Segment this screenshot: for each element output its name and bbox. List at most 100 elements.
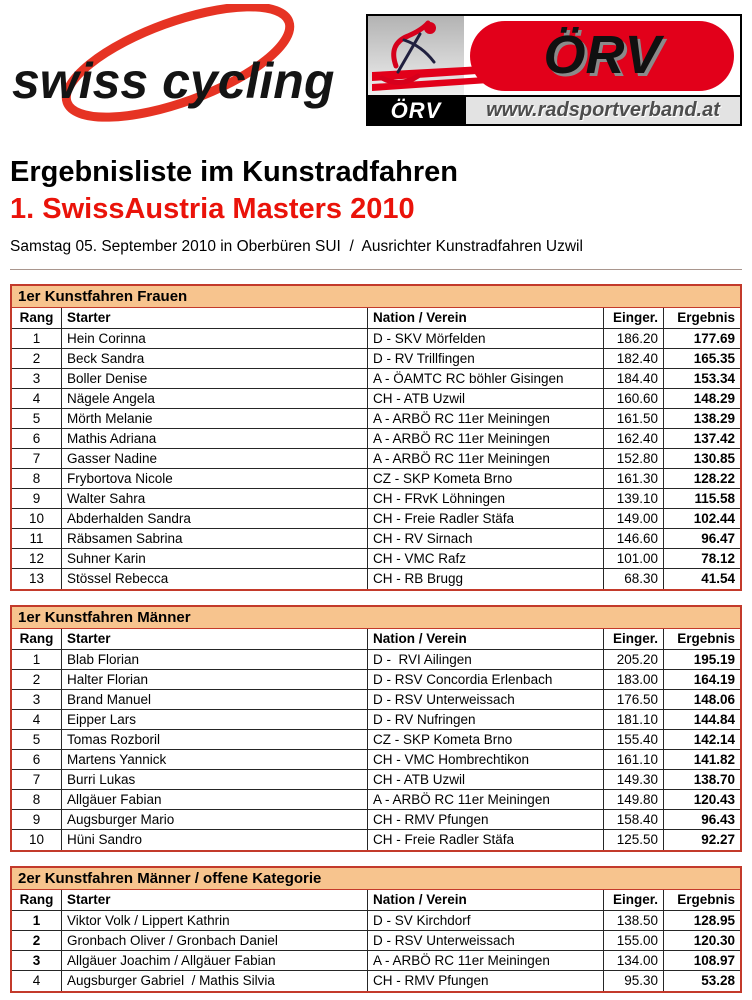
cell-rang: 6 (12, 750, 62, 769)
cell-ergebnis: 138.29 (693, 411, 735, 426)
cell-rang: 3 (12, 690, 62, 709)
orv-wordmark-shadow: ÖRV (546, 28, 667, 88)
table-row: 8 Frybortova Nicole CZ - SKP Kometa Brno 16… (12, 469, 740, 489)
cell-ergebnis: 128.22 (693, 471, 735, 486)
table-row: 5 Tomas Rozboril CZ - SKP Kometa Brno 155.4… (12, 730, 740, 750)
cell-rang: 9 (12, 810, 62, 829)
cell-ergebnis: 141.82 (693, 752, 735, 767)
cell-verein: D - RSV Unterweissach (368, 690, 604, 709)
orv-wordmark: ÖRV (543, 25, 664, 85)
cell-verein: A - ARBÖ RC 11er Meiningen (368, 449, 604, 468)
cell-rang: 13 (12, 569, 62, 589)
cell-verein: D - RSV Unterweissach (368, 931, 604, 950)
cell-ergebnis: 78.12 (701, 551, 735, 566)
column-header-starter: Starter (62, 308, 368, 328)
cell-verein: CH - RMV Pfungen (368, 971, 604, 991)
cell-starter: Suhner Karin (62, 549, 368, 568)
column-header-rang: Rang (12, 308, 62, 328)
orv-acronym-text: ÖRV (390, 97, 442, 123)
table-header-row: Rang Starter Nation / Verein Einger. Ergebni… (12, 629, 740, 650)
table-title: 1er Kunstfahren Männer (12, 607, 740, 629)
cell-ergebnis: 130.85 (693, 451, 735, 466)
cell-einger: 184.40 (604, 369, 664, 388)
table-row: 4 Eipper Lars D - RV Nufringen 181.10 144.84 (12, 710, 740, 730)
cell-starter: Tomas Rozboril (62, 730, 368, 749)
column-header-ergebnis: Ergebnis (677, 892, 735, 907)
cell-starter: Abderhalden Sandra (62, 509, 368, 528)
cell-starter: Martens Yannick (62, 750, 368, 769)
column-header-starter: Starter (62, 629, 368, 649)
cell-verein: CH - VMC Hombrechtikon (368, 750, 604, 769)
column-header-starter: Starter (62, 890, 368, 910)
cell-einger: 183.00 (604, 670, 664, 689)
cell-einger: 138.50 (604, 911, 664, 930)
cell-einger: 205.20 (604, 650, 664, 669)
cell-starter: Viktor Volk / Lippert Kathrin (62, 911, 368, 930)
cell-verein: A - ÖAMTC RC böhler Gisingen (368, 369, 604, 388)
swiss-cycling-wordmark: swiss cycling (12, 53, 334, 109)
cell-ergebnis: 108.97 (693, 953, 735, 968)
cell-rang: 4 (12, 971, 62, 991)
cell-verein: CZ - SKP Kometa Brno (368, 469, 604, 488)
table-row: 11 Räbsamen Sabrina CH - RV Sirnach 146.60 9… (12, 529, 740, 549)
cell-rang: 3 (12, 951, 62, 970)
cell-einger: 182.40 (604, 349, 664, 368)
table-row: 13 Stössel Rebecca CH - RB Brugg 68.30 41.54 (12, 569, 740, 589)
table-row: 4 Nägele Angela CH - ATB Uzwil 160.60 148.29 (12, 389, 740, 409)
cell-ergebnis: 102.44 (693, 511, 735, 526)
cell-ergebnis: 128.95 (693, 913, 735, 928)
table-row: 3 Boller Denise A - ÖAMTC RC böhler Gising… (12, 369, 740, 389)
event-title: 1. SwissAustria Masters 2010 (10, 193, 415, 225)
cell-ergebnis: 115.58 (694, 491, 735, 506)
cell-rang: 5 (12, 730, 62, 749)
cell-verein: A - ARBÖ RC 11er Meiningen (368, 429, 604, 448)
cell-einger: 68.30 (604, 569, 664, 589)
column-header-verein: Nation / Verein (368, 308, 604, 328)
cell-starter: Allgäuer Joachim / Allgäuer Fabian (62, 951, 368, 970)
cell-einger: 146.60 (604, 529, 664, 548)
results-tables: 1er Kunstfahren Frauen Rang Starter Nation… (10, 284, 742, 993)
column-header-einger: Einger. (604, 890, 664, 910)
table-row: 9 Augsburger Mario CH - RMV Pfungen 158.40 9… (12, 810, 740, 830)
cell-rang: 3 (12, 369, 62, 388)
cell-starter: Räbsamen Sabrina (62, 529, 368, 548)
cell-ergebnis: 177.69 (693, 331, 735, 346)
cell-rang: 9 (12, 489, 62, 508)
orv-logo: ÖRV ÖRV ÖRV www.radsportverband.at (366, 14, 742, 126)
cell-starter: Gasser Nadine (62, 449, 368, 468)
cell-ergebnis: 137.42 (693, 431, 735, 446)
header-logos: swiss cycling (10, 2, 742, 130)
cell-einger: 125.50 (604, 830, 664, 850)
cell-rang: 1 (12, 911, 62, 930)
cell-verein: CH - RB Brugg (368, 569, 604, 589)
cell-starter: Nägele Angela (62, 389, 368, 408)
orv-cyclist-icon: ÖRV ÖRV (368, 16, 734, 95)
table-row: 10 Hüni Sandro CH - Freie Radler Stäfa 125.… (12, 830, 740, 850)
table-body: 1 Blab Florian D - RVI Ailingen 205.20 195.1… (12, 650, 740, 850)
table-row: 1 Hein Corinna D - SKV Mörfelden 186.20 177.… (12, 329, 740, 349)
table-body: 1 Hein Corinna D - SKV Mörfelden 186.20 177.… (12, 329, 740, 589)
cell-ergebnis: 96.47 (701, 531, 735, 546)
cell-verein: CH - Freie Radler Stäfa (368, 830, 604, 850)
table-row: 10 Abderhalden Sandra CH - Freie Radler St… (12, 509, 740, 529)
cell-starter: Beck Sandra (62, 349, 368, 368)
cell-verein: CH - ATB Uzwil (368, 389, 604, 408)
table-row: 7 Burri Lukas CH - ATB Uzwil 149.30 138.70 (12, 770, 740, 790)
cell-starter: Frybortova Nicole (62, 469, 368, 488)
cell-einger: 186.20 (604, 329, 664, 348)
cell-verein: A - ARBÖ RC 11er Meiningen (368, 790, 604, 809)
cell-starter: Augsburger Mario (62, 810, 368, 829)
cell-einger: 149.30 (604, 770, 664, 789)
cell-verein: CH - VMC Rafz (368, 549, 604, 568)
table-row: 4 Augsburger Gabriel / Mathis Silvia CH - … (12, 971, 740, 991)
column-header-ergebnis: Ergebnis (677, 631, 735, 646)
cell-ergebnis: 195.19 (693, 652, 735, 667)
cell-ergebnis: 53.28 (701, 973, 735, 988)
cell-starter: Eipper Lars (62, 710, 368, 729)
results-table: 2er Kunstfahren Männer / offene Kategori… (10, 866, 742, 993)
cell-ergebnis: 144.84 (693, 712, 735, 727)
cell-einger: 95.30 (604, 971, 664, 991)
results-table: 1er Kunstfahren Männer Rang Starter Nation… (10, 605, 742, 852)
page-title: Ergebnisliste im Kunstradfahren (10, 156, 458, 188)
